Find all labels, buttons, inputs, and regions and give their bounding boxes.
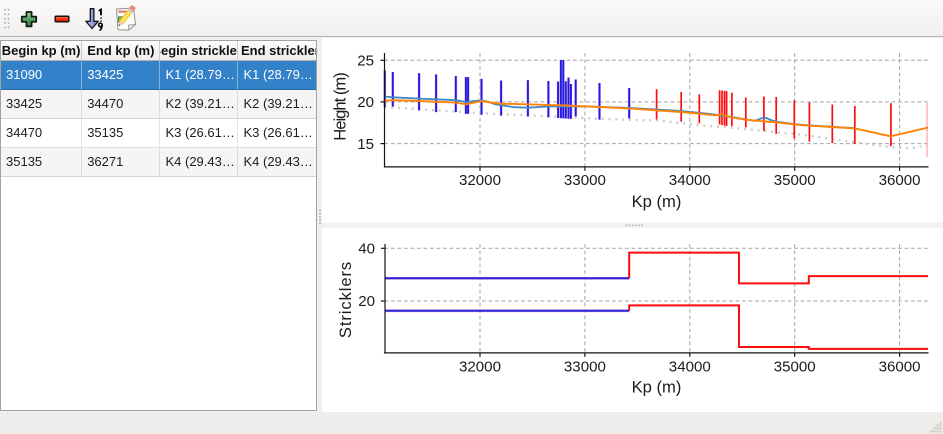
svg-text:34000: 34000 (669, 359, 711, 376)
svg-text:33000: 33000 (564, 359, 606, 376)
svg-text:33000: 33000 (564, 172, 606, 189)
svg-text:15: 15 (357, 136, 374, 153)
svg-text:32000: 32000 (459, 172, 501, 189)
svg-text:20: 20 (358, 293, 375, 310)
svg-text:Kp (m): Kp (m) (632, 192, 682, 211)
svg-text:Height (m): Height (m) (331, 73, 350, 141)
svg-text:36000: 36000 (879, 359, 921, 376)
svg-text:Kp (m): Kp (m) (632, 378, 682, 397)
svg-text:32000: 32000 (459, 359, 501, 376)
svg-text:35000: 35000 (774, 359, 816, 376)
svg-text:35000: 35000 (774, 172, 816, 189)
svg-text:36000: 36000 (879, 172, 921, 189)
svg-text:40: 40 (358, 241, 375, 258)
svg-text:25: 25 (357, 53, 374, 70)
svg-text:Stricklers: Stricklers (336, 261, 355, 338)
svg-text:34000: 34000 (669, 172, 711, 189)
svg-text:20: 20 (357, 94, 374, 111)
